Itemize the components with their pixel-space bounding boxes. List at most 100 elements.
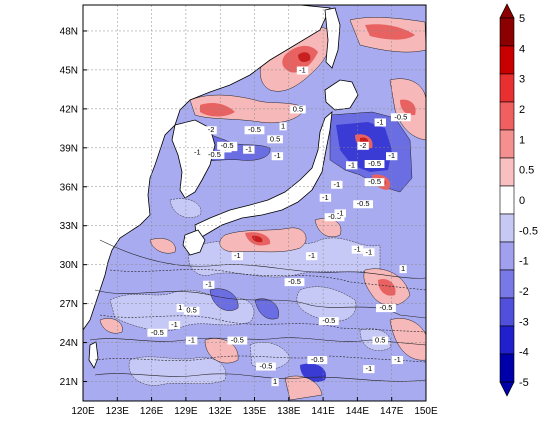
lat-tick-label: 30N <box>60 260 78 271</box>
lat-tick-label: 27N <box>60 299 78 310</box>
contour-label-bg <box>364 178 385 187</box>
contour-label: 0.5 <box>375 336 385 345</box>
graticule <box>83 5 426 401</box>
contour-label-bg <box>284 278 305 287</box>
contour-label: 0.5 <box>270 134 280 143</box>
contour-label-bg <box>363 248 375 257</box>
contour-label: -1 <box>205 280 212 289</box>
contour-label: -0.5 <box>368 177 381 186</box>
contour-label-bg <box>357 141 369 150</box>
lon-tick-label: 141E <box>311 406 335 417</box>
contour-label-bg <box>271 152 284 161</box>
colorbar-segment <box>499 353 515 383</box>
contour-label: -1 <box>348 160 355 169</box>
contour-label-bg <box>391 356 404 365</box>
colorbar-segment <box>499 297 515 327</box>
colorbar-segment <box>499 17 515 47</box>
lon-tick-label: 138E <box>277 406 301 417</box>
contour-label-bg <box>227 336 248 345</box>
japan-honshu <box>194 111 333 241</box>
lat-tick-label: 48N <box>60 26 78 37</box>
contour-label: -0.5 <box>322 316 335 325</box>
contour-label: -2 <box>208 125 215 134</box>
contour-label-bg <box>185 336 198 345</box>
hokkaido <box>324 79 359 111</box>
contour-label-bg <box>191 148 204 157</box>
contour-label: -0.5 <box>208 150 221 159</box>
contour-label: -0.5 <box>357 199 370 208</box>
japan-kyushu <box>182 229 206 256</box>
contour-label: 1 <box>401 264 405 273</box>
contour-label: 1 <box>178 303 182 312</box>
contour-label: -0.5 <box>248 125 261 134</box>
contour-label-bg <box>331 180 343 189</box>
lat-tick-label: 33N <box>60 221 78 232</box>
colorbar-label: -4 <box>519 347 529 359</box>
contour-label: -0.5 <box>368 159 381 168</box>
contour-label: -1 <box>171 320 178 329</box>
contour-label-bg <box>205 126 217 135</box>
colorbar-segment <box>499 157 515 187</box>
colorbar-label: 2 <box>519 104 525 116</box>
contour-label: 0.5 <box>186 306 196 315</box>
contour-label: -0.5 <box>394 112 407 121</box>
map-plot-area: -1-0.5-1-1-1-1-0.5-1-0.5-1-10.51-1-0.5-1… <box>83 5 426 401</box>
contour-label: -1 <box>377 117 384 126</box>
contour-label-bg <box>279 122 287 131</box>
contour-label-bg <box>351 245 364 254</box>
contour-label-bg <box>374 118 386 127</box>
contour-label: -0.5 <box>221 141 234 150</box>
lon-tick-label: 150E <box>414 406 438 417</box>
lon-tick-label: 123E <box>106 406 130 417</box>
contour-label-bg <box>290 105 306 114</box>
lat-tick-label: 39N <box>60 143 78 154</box>
land <box>83 5 359 369</box>
colorbar-top-arrow <box>499 3 515 19</box>
contour-label-bg <box>147 328 168 337</box>
contour-label: 1 <box>273 377 277 386</box>
contour-label: -1 <box>333 180 340 189</box>
colorbar-segment <box>499 101 515 131</box>
asian-mainland <box>83 5 331 331</box>
colorbar: 5 4 3 2 1 0.5 0 -0.5 -1 -2 -3 -4 -5 <box>499 3 538 397</box>
contour-label-bg <box>217 141 237 150</box>
lat-tick-label: 45N <box>60 65 78 76</box>
contour-label: -1 <box>337 208 344 217</box>
colorbar-segment <box>499 73 515 103</box>
contour-label-bg <box>334 209 346 218</box>
colorbar-label: 4 <box>519 43 525 55</box>
contour-label-bg <box>231 252 244 261</box>
contour-label-bg <box>318 317 339 326</box>
contour-label-bg <box>183 306 200 315</box>
contour-label: -1 <box>274 151 281 160</box>
colorbar-segment <box>499 185 515 215</box>
contour-label-bg <box>390 113 411 122</box>
contour-label: 0.5 <box>293 104 303 113</box>
lon-tick-label: 147E <box>380 406 404 417</box>
lon-tick-label: 132E <box>209 406 233 417</box>
positive-anomaly-red <box>200 24 416 296</box>
colorbar-label: -2 <box>519 286 529 298</box>
latitude-ticks: 21N 24N 27N 30N 33N 36N 39N 42N 45N 48N <box>60 26 87 388</box>
contour-label: -1 <box>188 336 195 345</box>
lon-tick-label: 129E <box>174 406 198 417</box>
lat-tick-label: 42N <box>60 104 78 115</box>
contour-label: -1 <box>322 193 329 202</box>
colorbar-label: 3 <box>519 74 525 86</box>
longitude-ticks: 120E 123E 126E 129E 132E 135E 138E 141E 144E 147E… <box>71 397 438 417</box>
contour-label: -1 <box>245 145 252 154</box>
lat-tick-label: 21N <box>60 377 78 388</box>
contour-label: -0.5 <box>288 277 301 286</box>
contour-label-bg <box>307 356 328 365</box>
lon-tick-label: 126E <box>140 406 164 417</box>
contour-label-bg <box>319 193 332 202</box>
contour-label-bg <box>244 126 265 135</box>
contour-label: 1 <box>281 121 285 130</box>
contour-label: -0.5 <box>231 336 244 345</box>
contour-label-bg <box>399 265 407 274</box>
colorbar-label: 1 <box>519 134 525 146</box>
contour-label: -1 <box>394 355 401 364</box>
colorbar-label: -3 <box>519 316 529 328</box>
contour-label: -0.5 <box>380 303 393 312</box>
